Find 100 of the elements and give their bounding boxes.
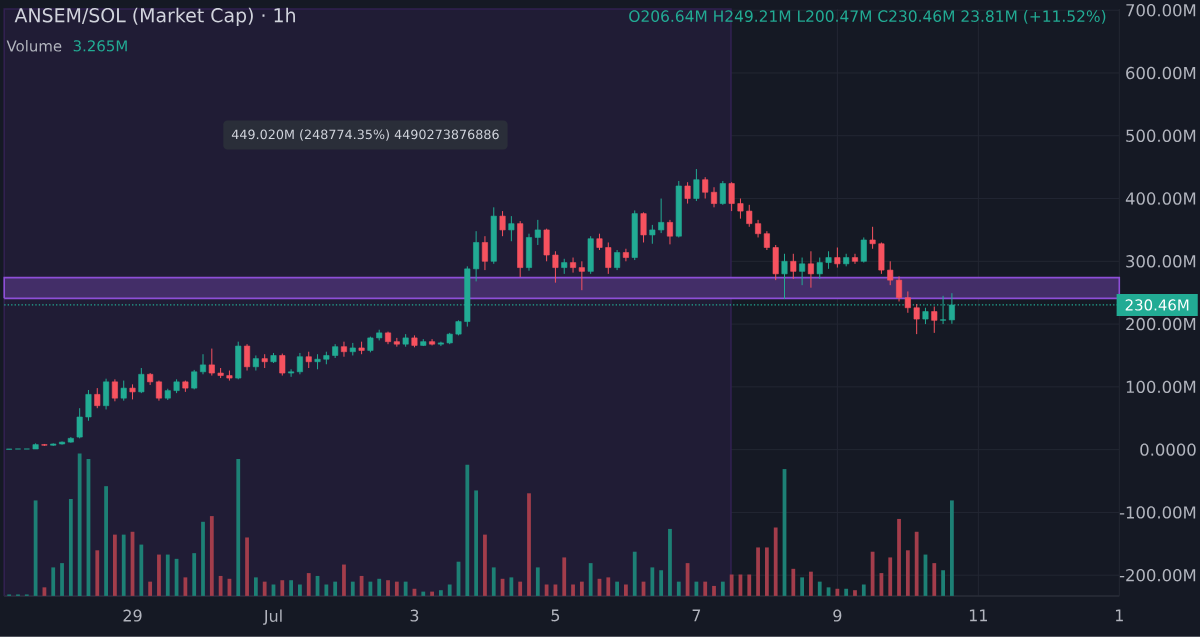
- bar: [562, 557, 567, 597]
- y-tick-label: 600.00M: [1126, 66, 1196, 80]
- bar: [421, 591, 426, 597]
- candlestick: [658, 198, 665, 234]
- bar: [571, 584, 575, 597]
- candlestick: [649, 224, 656, 245]
- bar: [941, 570, 945, 597]
- bar: [333, 581, 338, 597]
- bar: [157, 554, 161, 597]
- bar: [306, 573, 311, 597]
- bar: [104, 486, 108, 597]
- bar: [897, 519, 901, 597]
- x-tick-label: Jul: [263, 609, 282, 625]
- x-tick-label: 3: [410, 609, 419, 622]
- candlestick: [111, 378, 118, 402]
- bar: [668, 529, 672, 597]
- candlestick: [103, 378, 110, 411]
- bar: [518, 581, 523, 597]
- candlestick: [904, 291, 911, 314]
- bar: [764, 547, 769, 597]
- bar: [588, 563, 593, 597]
- bar: [474, 490, 479, 597]
- bar: [403, 581, 408, 597]
- bar: [932, 563, 937, 597]
- candlestick: [913, 303, 920, 335]
- bar: [253, 577, 258, 597]
- candlestick: [799, 257, 806, 286]
- y-tick-label: 400.00M: [1125, 192, 1196, 205]
- bar: [527, 493, 531, 597]
- candlestick: [851, 253, 858, 265]
- bar: [386, 580, 390, 597]
- candlestick: [578, 260, 585, 291]
- candlestick: [94, 387, 101, 409]
- candlestick: [138, 367, 145, 394]
- annotation: O206.64M H249.21M L200.47M C230.46M 23.81M (+11.52%): [629, 10, 1106, 24]
- x-tick-label: 7: [692, 609, 701, 622]
- x-tick-label: 9: [833, 609, 842, 622]
- bar: [342, 564, 346, 597]
- bar: [68, 499, 73, 597]
- y-tick-label: -100.00M: [1119, 506, 1196, 519]
- bar: [950, 500, 954, 597]
- bar: [624, 584, 628, 597]
- candlestick: [869, 226, 876, 250]
- bar: [51, 567, 56, 597]
- x-tick-label: 11: [969, 609, 987, 622]
- bar: [535, 567, 540, 597]
- bar: [289, 580, 293, 597]
- bar: [438, 590, 443, 597]
- candlestick: [711, 186, 718, 208]
- candlestick: [746, 204, 753, 228]
- bar: [632, 551, 637, 597]
- candlestick: [896, 276, 903, 303]
- bar: [95, 550, 100, 597]
- annotation: 449.020M (248774.35%) 4490273876886: [231, 129, 499, 141]
- bar: [579, 581, 584, 597]
- bar: [280, 580, 285, 597]
- candlestick: [508, 215, 515, 242]
- candlestick: [763, 230, 770, 251]
- bar: [509, 577, 514, 597]
- candlestick: [684, 181, 691, 205]
- candlestick: [200, 353, 206, 375]
- candlestick: [208, 348, 215, 377]
- bar: [148, 581, 153, 597]
- x-tick-label: 1: [1115, 609, 1123, 622]
- candlestick: [481, 235, 488, 271]
- candlestick: [499, 210, 506, 237]
- bar: [298, 584, 302, 597]
- bar: [262, 581, 267, 597]
- bar: [853, 590, 857, 597]
- x-tick-label: 5: [551, 609, 560, 622]
- bar: [676, 581, 681, 597]
- bar: [465, 464, 470, 597]
- candlestick: [244, 343, 251, 372]
- bar: [245, 537, 249, 597]
- y-tick-label: 0.0000: [1140, 443, 1196, 456]
- candlestick: [702, 176, 709, 200]
- bar: [201, 521, 205, 597]
- candlestick: [807, 250, 814, 289]
- candlestick: [85, 389, 92, 422]
- candlestick: [614, 249, 621, 271]
- bar: [809, 571, 813, 597]
- bar: [712, 586, 716, 597]
- bar: [791, 568, 796, 597]
- bar: [615, 581, 619, 597]
- candlestick: [120, 380, 127, 402]
- bar: [77, 453, 82, 597]
- bar: [447, 584, 452, 597]
- bar: [861, 584, 866, 597]
- bar: [747, 574, 752, 597]
- bar: [844, 588, 849, 597]
- bar: [324, 584, 329, 597]
- bar: [350, 581, 355, 597]
- bar: [236, 459, 241, 597]
- candlestick: [931, 306, 938, 334]
- bar: [218, 576, 223, 597]
- y-tick-label: 200.00M: [1126, 317, 1196, 331]
- candlestick: [622, 248, 629, 262]
- candlestick: [640, 211, 647, 244]
- candlestick: [666, 219, 673, 245]
- candlestick: [296, 352, 303, 375]
